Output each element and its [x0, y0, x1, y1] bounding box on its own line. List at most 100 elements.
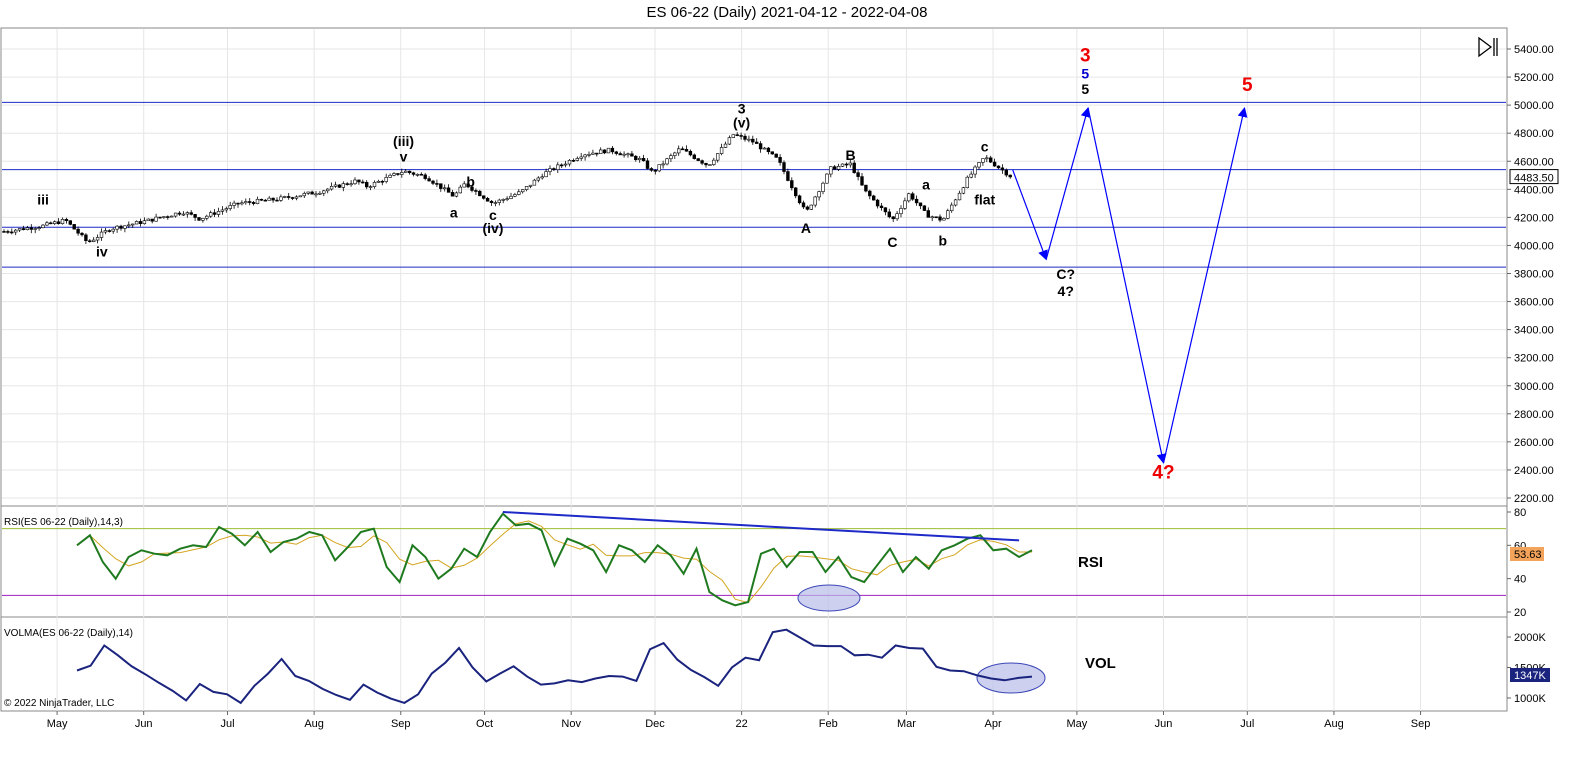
- candle-body: [731, 134, 736, 138]
- candle-body: [337, 184, 342, 188]
- projection-arrow: [1045, 106, 1091, 260]
- candle-body: [762, 147, 767, 150]
- candle-body: [29, 227, 33, 230]
- volma-pane-frame: [0, 616, 1508, 712]
- candle-body: [341, 183, 345, 188]
- candle-body: [361, 181, 365, 184]
- candle-body: [45, 222, 49, 226]
- candle-body: [127, 224, 131, 227]
- candle-body: [99, 231, 104, 238]
- x-tick-label: Aug: [304, 718, 324, 730]
- x-tick-label: May: [47, 718, 68, 730]
- x-tick-label: May: [1067, 718, 1088, 730]
- y-tick-label: 5400.00: [1514, 44, 1554, 56]
- candle-body: [407, 170, 412, 174]
- candle-body: [228, 205, 232, 209]
- candle-body: [450, 192, 455, 197]
- candle-body: [1004, 169, 1009, 176]
- x-tick-label: Jul: [220, 718, 234, 730]
- candle-body: [575, 158, 580, 161]
- wave-label: 4?: [1152, 462, 1174, 483]
- candle-body: [154, 216, 158, 222]
- candle-body: [134, 221, 139, 225]
- candle-body: [992, 161, 997, 167]
- candle-body: [735, 134, 739, 136]
- wave-labels: iiiiv(iii)vabc(iv)3(v)BACabflatcC?4?5534…: [37, 46, 1253, 484]
- rsi-pane-frame: [0, 505, 1508, 618]
- candle-body: [325, 188, 330, 192]
- candle-body: [216, 211, 221, 215]
- candle-body: [2, 231, 6, 233]
- candle-body: [224, 208, 228, 211]
- candle-body: [298, 195, 303, 198]
- copyright: © 2022 NinjaTrader, LLC: [4, 698, 115, 709]
- candle-body: [797, 195, 802, 204]
- y-tick-label: 4800.00: [1514, 128, 1554, 140]
- wave-label: c: [981, 138, 989, 154]
- candle-body: [758, 143, 763, 150]
- candle-body: [489, 200, 494, 203]
- gridlines: [2, 29, 1506, 711]
- wave-label: (iii): [393, 133, 414, 149]
- candle-body: [606, 147, 611, 154]
- candle-body: [626, 153, 630, 156]
- candle-body: [751, 138, 755, 143]
- candle-body: [248, 201, 252, 203]
- candle-body: [871, 195, 876, 201]
- x-tick-label: Jun: [1155, 718, 1173, 730]
- vol-label: VOL: [1085, 655, 1116, 672]
- candle-body: [197, 217, 201, 221]
- candle-body: [661, 163, 665, 166]
- candle-body: [747, 138, 751, 141]
- candle-body: [162, 216, 166, 218]
- candle-body: [832, 166, 837, 170]
- candle-body: [930, 216, 934, 219]
- candle-body: [95, 237, 100, 241]
- x-tick-label: Feb: [819, 718, 838, 730]
- candle-body: [454, 192, 459, 197]
- candle-body: [953, 199, 958, 206]
- candle-body: [583, 154, 587, 158]
- candle-body: [474, 190, 478, 192]
- candle-body: [267, 197, 271, 201]
- candle-body: [942, 218, 946, 221]
- rsi-signal-line: [76, 520, 1032, 604]
- candle-body: [809, 204, 814, 210]
- candle-body: [969, 173, 973, 178]
- candle-body: [595, 152, 599, 155]
- x-tick-label: Apr: [985, 718, 1002, 730]
- candle-body: [645, 160, 650, 169]
- candle-body: [782, 162, 786, 172]
- candle-body: [306, 191, 310, 194]
- candle-body: [220, 209, 225, 212]
- candle-body: [614, 151, 619, 154]
- candle-body: [318, 192, 322, 195]
- candle-body: [442, 187, 447, 190]
- candle-body: [259, 198, 264, 201]
- y-tick-label: 5200.00: [1514, 72, 1554, 84]
- candle-body: [419, 173, 423, 176]
- candle-body: [879, 205, 884, 209]
- candle-body: [290, 197, 295, 199]
- wave-label: v: [400, 148, 408, 164]
- x-tick-label: Jun: [135, 718, 153, 730]
- candle-body: [598, 149, 603, 154]
- candle-body: [88, 240, 92, 243]
- wave-label: b: [939, 232, 948, 248]
- candle-body: [462, 183, 466, 188]
- candle-body: [349, 183, 353, 186]
- candle-body: [396, 173, 400, 175]
- wave-label: A: [801, 220, 811, 236]
- candle-body: [715, 153, 720, 161]
- candle-body: [240, 202, 244, 205]
- y-tick-label: 3000.00: [1514, 381, 1554, 393]
- candle-body: [142, 220, 147, 225]
- x-tick-label: Aug: [1324, 718, 1344, 730]
- skip-to-end-icon[interactable]: [1478, 36, 1498, 58]
- x-tick-label: Sep: [391, 718, 411, 730]
- candle-body: [696, 158, 700, 161]
- candle-body: [973, 166, 977, 175]
- wave-label: C: [887, 234, 897, 250]
